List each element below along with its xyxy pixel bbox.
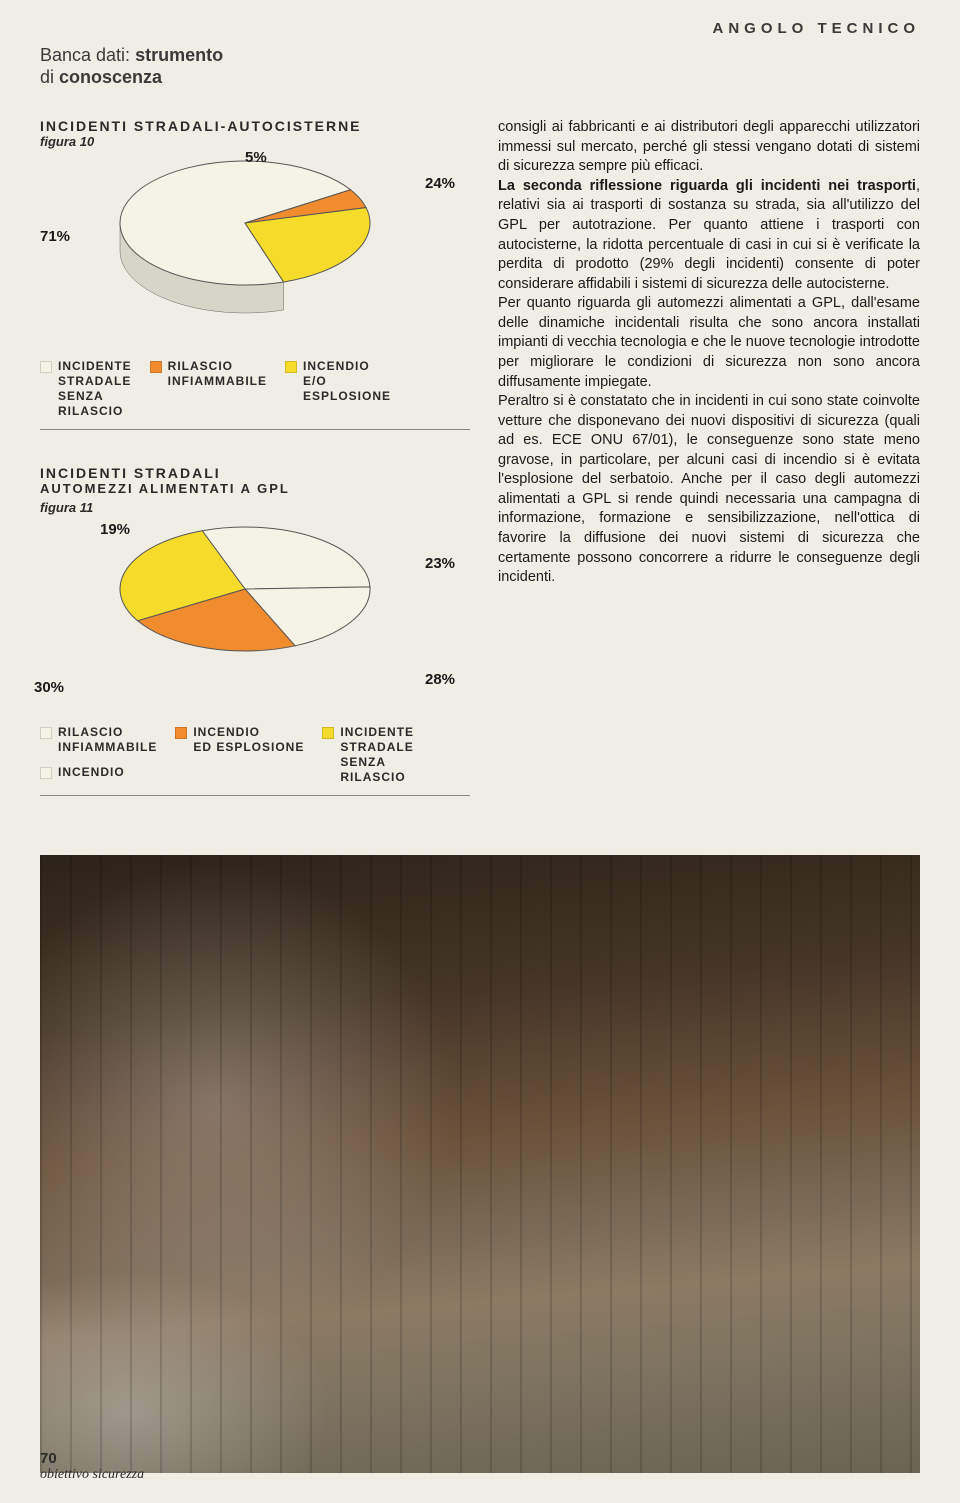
page-number: 70	[40, 1450, 144, 1467]
legend-swatch	[175, 727, 187, 739]
pie-svg	[105, 153, 405, 333]
incident-photo	[40, 855, 920, 1473]
paragraph: consigli ai fabbricanti e ai distributor…	[498, 119, 920, 174]
section-tag: ANGOLO TECNICO	[40, 20, 920, 37]
title-part: strumento	[135, 45, 223, 65]
title-part: conoscenza	[59, 67, 162, 87]
legend-item: RILASCIOINFIAMMABILE	[40, 725, 157, 755]
legend-text: INCENDIOED ESPLOSIONE	[193, 725, 304, 755]
chart-title: INCIDENTI STRADALI-AUTOCISTERNE	[40, 118, 470, 134]
chart-legend: RILASCIOINFIAMMABILE INCENDIO INCENDIOED E…	[40, 719, 470, 796]
page: ANGOLO TECNICO Banca dati: strumento di …	[0, 0, 960, 1503]
legend-item: INCIDENTESTRADALESENZARILASCIO	[40, 359, 132, 419]
paragraph: Per quanto riguarda gli automezzi alimen…	[498, 295, 920, 389]
legend-text: INCENDIO	[58, 765, 125, 780]
title-part: di	[40, 67, 59, 87]
article-text: consigli ai fabbricanti e ai distributor…	[498, 118, 920, 831]
chart-area: 71%5%24%	[40, 153, 470, 353]
chart-figura: figura 10	[40, 134, 470, 149]
photo-container	[40, 855, 920, 1473]
pct-label: 5%	[245, 149, 267, 166]
chart-area: 30%19%23%28%	[40, 519, 470, 719]
pct-label: 71%	[40, 228, 70, 245]
chart-1: INCIDENTI STRADALI-AUTOCISTERNE figura 1…	[40, 118, 470, 430]
chart-figura: figura 11	[40, 500, 470, 515]
journal-name: obiettivo sicurezza	[40, 1467, 144, 1483]
paragraph-bold: La seconda riflessione riguarda gli inci…	[498, 178, 916, 194]
chart-subtitle: AUTOMEZZI ALIMENTATI A GPL	[40, 481, 470, 496]
pct-label: 23%	[425, 555, 455, 572]
legend-item: INCENDIOED ESPLOSIONE	[175, 725, 304, 785]
pct-label: 19%	[100, 521, 130, 538]
legend-swatch	[150, 361, 162, 373]
paragraph: Anche per il caso degli automezzi alimen…	[498, 471, 920, 585]
title-part: Banca dati:	[40, 45, 135, 65]
legend-swatch	[285, 361, 297, 373]
pct-label: 28%	[425, 671, 455, 688]
legend-swatch	[40, 767, 52, 779]
legend-text: INCIDENTESTRADALESENZARILASCIO	[58, 359, 132, 419]
chart-2: INCIDENTI STRADALI AUTOMEZZI ALIMENTATI …	[40, 465, 470, 796]
pct-label: 30%	[34, 679, 64, 696]
content-row: INCIDENTI STRADALI-AUTOCISTERNE figura 1…	[40, 118, 920, 831]
left-column: INCIDENTI STRADALI-AUTOCISTERNE figura 1…	[40, 118, 470, 831]
legend-item: INCENDIOE/OESPLOSIONE	[285, 359, 391, 419]
footer: 70 obiettivo sicurezza	[40, 1450, 144, 1483]
chart-title: INCIDENTI STRADALI	[40, 465, 470, 481]
legend-swatch	[322, 727, 334, 739]
legend-item: RILASCIOINFIAMMABILE	[150, 359, 267, 419]
legend-swatch	[40, 727, 52, 739]
pie-svg	[105, 519, 405, 699]
legend-text: INCIDENTESTRADALESENZARILASCIO	[340, 725, 414, 785]
chart-legend: INCIDENTESTRADALESENZARILASCIO RILASCIOIN…	[40, 353, 470, 430]
pct-label: 24%	[425, 175, 455, 192]
legend-text: INCENDIOE/OESPLOSIONE	[303, 359, 391, 404]
legend-item: INCIDENTESTRADALESENZARILASCIO	[322, 725, 414, 785]
legend-item: INCENDIO	[40, 765, 157, 780]
legend-text: RILASCIOINFIAMMABILE	[58, 725, 157, 755]
legend-swatch	[40, 361, 52, 373]
legend-text: RILASCIOINFIAMMABILE	[168, 359, 267, 389]
page-title: Banca dati: strumento di conoscenza	[40, 45, 920, 88]
